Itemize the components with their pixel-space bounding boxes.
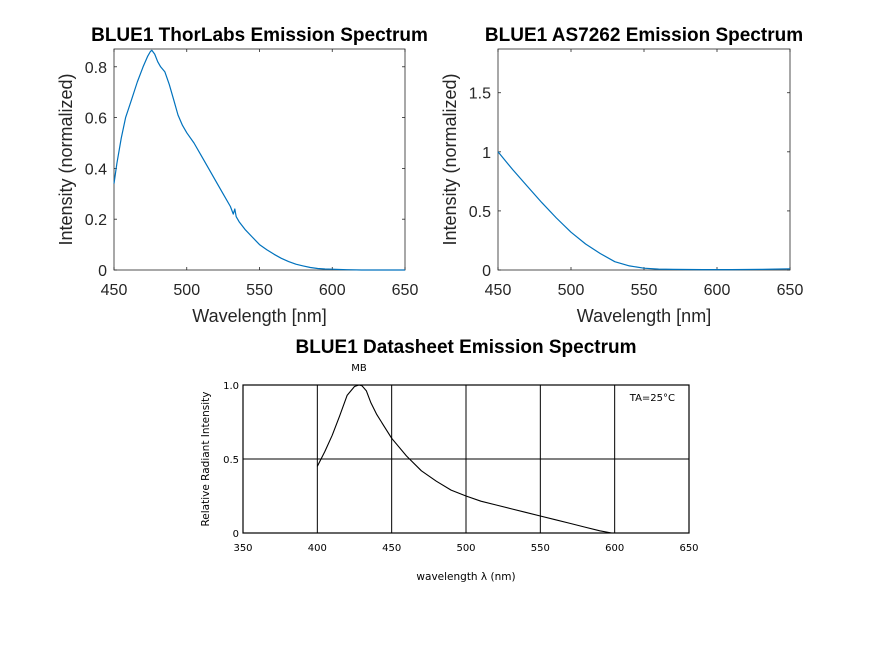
- x-tick-label: 550: [246, 282, 273, 299]
- x-tick-label: 450: [485, 282, 512, 299]
- y-tick-label: 0: [98, 263, 107, 280]
- plot-area: [113, 48, 406, 271]
- y-axis-label: Intensity (normalized): [56, 73, 76, 245]
- x-axis-label: Wavelength [nm]: [577, 306, 711, 326]
- x-tick-label: 500: [558, 282, 585, 299]
- series-line: [316, 384, 612, 534]
- y-tick-label: 1.0: [223, 381, 239, 392]
- y-tick-label: 0.5: [469, 204, 491, 221]
- x-tick-label: 450: [101, 282, 128, 299]
- y-tick-label: 0.8: [85, 60, 107, 77]
- x-tick-label: 600: [319, 282, 346, 299]
- x-tick-label: 500: [456, 543, 475, 554]
- peak-annotation: MB: [351, 363, 367, 374]
- chart-title: BLUE1 AS7262 Emission Spectrum: [485, 25, 803, 46]
- y-tick-label: 0.6: [85, 111, 107, 128]
- plot-area: [497, 48, 791, 271]
- x-tick-label: 650: [777, 282, 804, 299]
- datasheet-chart: BLUE1 Datasheet Emission Spectrum 350 400 4…: [200, 337, 699, 583]
- as7262-chart: BLUE1 AS7262 Emission Spectrum 450 500 550 6…: [440, 25, 803, 326]
- x-tick-label: 600: [605, 543, 624, 554]
- x-axis-label: wavelength λ (nm): [416, 571, 515, 583]
- x-tick-label: 650: [679, 543, 698, 554]
- y-tick-label: 1: [482, 145, 491, 162]
- series-line: [497, 151, 791, 271]
- y-tick-label: 0.2: [85, 212, 107, 229]
- chart-title: BLUE1 Datasheet Emission Spectrum: [295, 337, 636, 358]
- x-tick-label: 500: [173, 282, 200, 299]
- x-tick-label: 550: [631, 282, 658, 299]
- y-tick-label: 1.5: [469, 86, 491, 103]
- thorlabs-chart: BLUE1 ThorLabs Emission Spectrum 450 500 55…: [56, 25, 428, 326]
- x-tick-label: 350: [233, 543, 252, 554]
- y-tick-label: 0.5: [223, 455, 239, 466]
- y-tick-label: 0: [482, 263, 491, 280]
- y-tick-label: 0: [233, 529, 239, 540]
- chart-title: BLUE1 ThorLabs Emission Spectrum: [91, 25, 428, 46]
- x-axis-label: Wavelength [nm]: [192, 306, 326, 326]
- y-tick-label: 0.4: [85, 161, 107, 178]
- x-tick-label: 400: [308, 543, 327, 554]
- x-tick-label: 650: [392, 282, 419, 299]
- temperature-annotation: TA=25°C: [629, 393, 675, 404]
- y-axis-label: Relative Radiant Intensity: [200, 391, 212, 526]
- x-tick-label: 550: [531, 543, 550, 554]
- x-tick-label: 600: [704, 282, 731, 299]
- y-axis-label: Intensity (normalized): [440, 73, 460, 245]
- series-line: [113, 49, 405, 271]
- x-tick-label: 450: [382, 543, 401, 554]
